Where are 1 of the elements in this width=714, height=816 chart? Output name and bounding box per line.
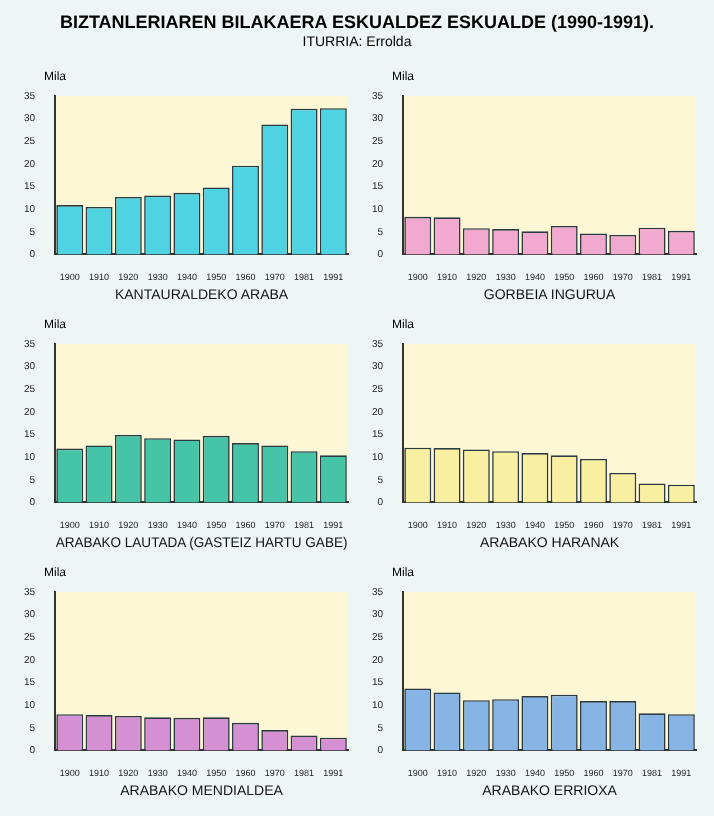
chart-title: BIZTANLERIAREN BILAKAERA ESKUALDEZ ESKUALDE (1990-1991).	[57, 12, 657, 32]
